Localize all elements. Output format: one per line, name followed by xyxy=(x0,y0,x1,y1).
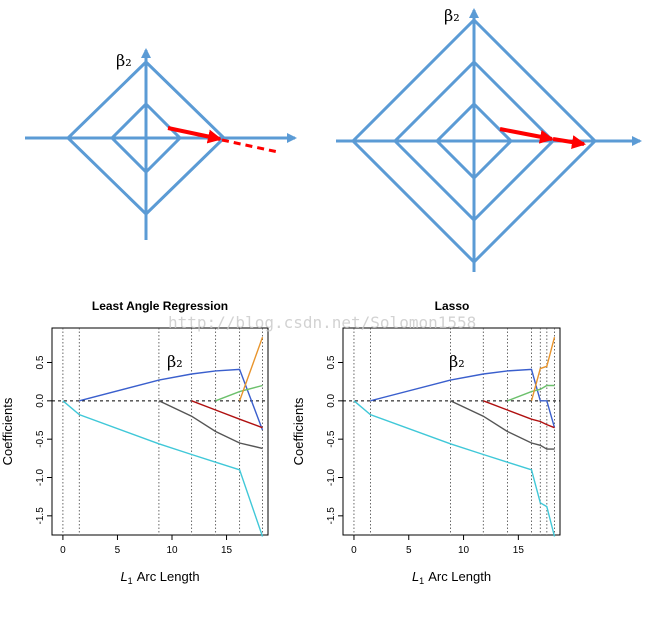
right-red-arrow-1 xyxy=(499,127,554,144)
x-axis-label-subscript: 1 xyxy=(128,576,133,586)
plot-frame xyxy=(342,327,561,536)
x-tick-label: 0 xyxy=(351,545,357,556)
left-outer-diamond xyxy=(65,59,227,217)
y-tick-label: 0.0 xyxy=(326,393,337,407)
y-tick-label: 0.5 xyxy=(326,355,337,369)
series-line-1 xyxy=(353,400,556,537)
series-line-5 xyxy=(530,337,556,401)
right-outer-diamond xyxy=(350,17,598,265)
x-tick-label: 10 xyxy=(458,545,470,556)
left-beta2-label: β₂ xyxy=(116,51,132,70)
x-tick-label: 5 xyxy=(115,545,121,556)
x-axis-label: L1 Arc Length xyxy=(412,569,491,586)
chart-title: Least Angle Regression xyxy=(92,299,228,313)
right-red-arrow-2 xyxy=(552,135,586,149)
y-tick-label: -1.5 xyxy=(35,507,46,525)
x-axis-label-var: L xyxy=(412,569,419,584)
x-axis-label-var: L xyxy=(120,569,127,584)
x-axis-label: L1 Arc Length xyxy=(120,569,199,586)
series-line-2 xyxy=(450,400,555,450)
x-axis-label-text: Arc Length xyxy=(428,569,491,584)
y-tick-label: 0.0 xyxy=(35,393,46,407)
chart-title: Lasso xyxy=(435,299,470,313)
left-l1-diagram xyxy=(25,48,297,240)
watermark: http://blog.csdn.net/Solomon1558 xyxy=(168,313,476,332)
lasso-chart: Lasso 0 5 10 15 -1.5 -1.0 -0.5 0.0 0.5 Coefficient… xyxy=(291,299,561,586)
y-axis-label: Coefficients xyxy=(291,397,306,465)
x-tick-label: 0 xyxy=(60,545,66,556)
series-line-4 xyxy=(215,384,263,402)
left-path-arrows xyxy=(167,126,279,154)
plot-frame xyxy=(51,327,269,536)
series-line-3 xyxy=(191,400,263,429)
y-tick-label: -1.0 xyxy=(326,468,337,486)
x-tick-label: 15 xyxy=(513,545,525,556)
x-tick-label: 10 xyxy=(166,545,178,556)
series-line-1 xyxy=(62,400,264,537)
right-beta2-label: β₂ xyxy=(444,6,460,25)
series-line-5 xyxy=(238,336,264,402)
y-axis-label: Coefficients xyxy=(0,397,15,465)
right-path-arrows xyxy=(499,127,586,149)
left-red-dashed-extension xyxy=(221,138,279,154)
x-axis-label-subscript: 1 xyxy=(419,576,424,586)
series-line-4 xyxy=(507,384,555,402)
beta2-annotation: β₂ xyxy=(167,352,183,371)
series-line-3 xyxy=(483,400,555,429)
y-tick-label: 0.5 xyxy=(35,355,46,369)
right-inner-diamond xyxy=(434,101,514,181)
right-l1-diagram xyxy=(336,8,642,272)
y-tick-label: -1.5 xyxy=(326,507,337,525)
x-tick-label: 5 xyxy=(406,545,412,556)
right-middle-diamond xyxy=(392,59,556,223)
lar-chart: Least Angle Regression 0 5 10 15 -1.5 -1.0 -0.5… xyxy=(0,299,269,586)
series-line-0 xyxy=(79,368,264,431)
beta2-annotation: β₂ xyxy=(449,352,465,371)
y-tick-label: -0.5 xyxy=(35,430,46,448)
series-line-0 xyxy=(370,368,556,428)
left-red-arrow xyxy=(167,126,222,144)
y-tick-label: -0.5 xyxy=(326,430,337,448)
y-tick-label: -1.0 xyxy=(35,468,46,486)
series-line-2 xyxy=(158,400,263,450)
x-tick-label: 15 xyxy=(221,545,233,556)
x-axis-label-text: Arc Length xyxy=(137,569,200,584)
